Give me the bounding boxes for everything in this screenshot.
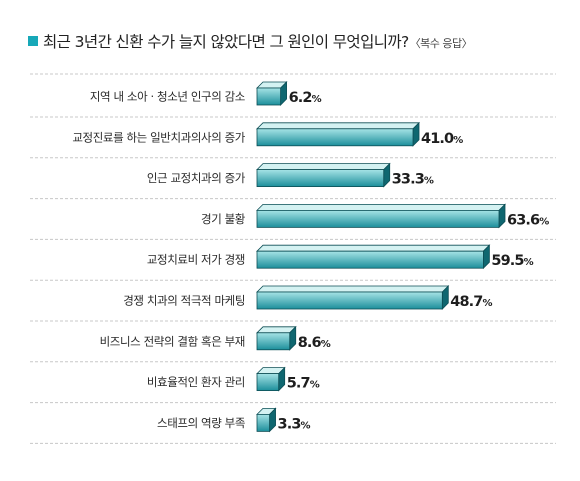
bar-top-face (256, 326, 297, 334)
category-label: 지역 내 소아 · 청소년 인구의 감소 (90, 90, 245, 104)
value-number: 41.0 (421, 131, 454, 147)
value-number: 8.6 (298, 335, 322, 351)
value-unit: % (424, 176, 434, 187)
bar (256, 250, 484, 269)
value-unit: % (539, 216, 549, 227)
value-unit: % (524, 257, 534, 268)
value-number: 5.7 (287, 376, 310, 392)
value-unit: % (482, 298, 492, 309)
bar (256, 291, 443, 310)
category-label: 교정진료를 하는 일반치과의사의 증가 (72, 130, 245, 144)
category-label: 경기 불황 (201, 212, 246, 226)
chart-subtitle: 〈복수 응답〉 (409, 37, 473, 50)
value-number: 3.3 (278, 416, 301, 432)
category-label: 비효율적인 환자 관리 (147, 375, 245, 389)
value-number: 63.6 (507, 212, 540, 228)
title-bullet-icon (28, 36, 38, 46)
value-label: 48.7% (450, 294, 492, 310)
bar (256, 87, 281, 106)
category-label: 스태프의 역량 부족 (157, 416, 245, 430)
value-unit: % (453, 135, 463, 146)
category-label: 경쟁 치과의 적극적 마케팅 (123, 294, 245, 308)
category-label: 인근 교정치과의 증가 (147, 171, 246, 185)
category-label: 비즈니스 전략의 결함 혹은 부재 (100, 334, 245, 348)
bar (256, 332, 291, 351)
value-unit: % (310, 380, 320, 391)
value-number: 33.3 (392, 172, 424, 188)
value-number: 6.2 (289, 90, 312, 106)
value-unit: % (301, 420, 311, 431)
bar-top-face (256, 244, 491, 252)
bar-top-face (256, 203, 506, 211)
value-label: 6.2% (289, 90, 322, 106)
category-label: 교정치료비 저가 경쟁 (147, 253, 245, 267)
value-label: 8.6% (298, 335, 331, 351)
chart-title-text: 최근 3년간 신환 수가 늘지 않았다면 그 원인이 무엇입니까? (43, 33, 409, 51)
value-label: 33.3% (392, 172, 434, 188)
value-number: 48.7 (450, 294, 482, 310)
bar (256, 209, 500, 228)
bar (256, 413, 270, 432)
chart-title: 최근 3년간 신환 수가 늘지 않았다면 그 원인이 무엇입니까? 〈복수 응답… (28, 30, 473, 52)
value-label: 5.7% (287, 376, 320, 392)
bar-top-face (256, 163, 391, 171)
bar (256, 373, 280, 392)
value-label: 59.5% (491, 253, 533, 269)
bar-top-face (256, 122, 420, 130)
bar-top-face (256, 285, 450, 293)
value-number: 59.5 (491, 253, 524, 269)
value-label: 63.6% (507, 212, 549, 228)
bar (256, 169, 385, 188)
bar (256, 128, 414, 147)
value-unit: % (312, 94, 322, 105)
value-label: 41.0% (421, 131, 463, 147)
value-label: 3.3% (278, 416, 311, 432)
value-unit: % (321, 339, 331, 350)
